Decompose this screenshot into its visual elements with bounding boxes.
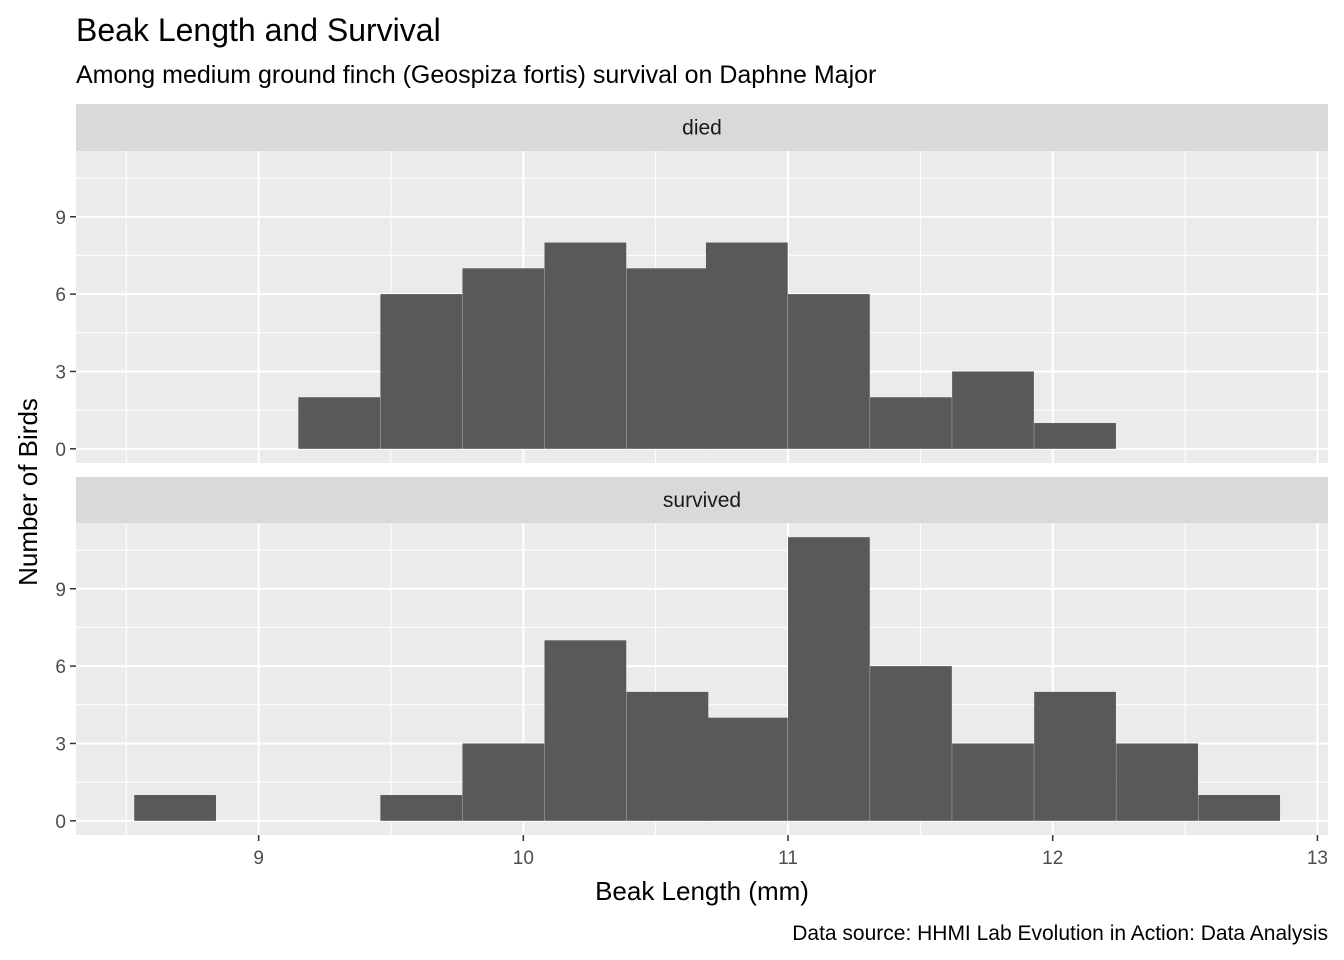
facet-strip-label: survived — [663, 489, 741, 512]
x-axis-title: Beak Length (mm) — [595, 876, 809, 906]
facet-strip — [76, 104, 1328, 151]
x-tick-label: 10 — [513, 848, 534, 869]
chart-caption: Data source: HHMI Lab Evolution in Actio… — [792, 922, 1328, 945]
x-axis: 9 10 11 12 13 — [253, 835, 1328, 869]
histogram-bar — [1116, 743, 1198, 821]
histogram-bar — [788, 294, 870, 449]
histogram-bar — [952, 371, 1034, 449]
histogram-bar — [1198, 795, 1281, 821]
histogram-bar — [870, 666, 952, 821]
histogram-bar — [788, 537, 870, 821]
histogram-bar — [298, 397, 381, 449]
chart-title: Beak Length and Survival — [76, 12, 441, 48]
facet-panels: died 0 3 6 9 survived 0 3 6 9 — [55, 104, 1328, 835]
histogram-bar — [1034, 691, 1116, 821]
y-tick-label: 3 — [55, 362, 66, 383]
histogram-bar — [952, 743, 1034, 821]
y-tick-label: 6 — [55, 657, 66, 678]
histogram-bar — [134, 795, 216, 821]
histogram-bar — [705, 242, 788, 449]
x-tick-label: 11 — [778, 848, 798, 869]
histogram-bar — [380, 795, 463, 821]
histogram-bar — [1034, 423, 1116, 449]
y-tick-label: 3 — [55, 734, 66, 755]
facet-strip — [76, 477, 1328, 523]
x-tick-label: 13 — [1307, 848, 1328, 869]
histogram-bar — [626, 691, 709, 821]
x-tick-label: 9 — [253, 848, 264, 869]
histogram-bar — [544, 640, 627, 821]
y-tick-label: 0 — [55, 440, 66, 461]
y-axis-title: Number of Birds — [13, 398, 43, 586]
x-tick-label: 12 — [1042, 848, 1063, 869]
histogram-bar — [705, 717, 788, 821]
y-tick-label: 6 — [55, 285, 66, 306]
chart-subtitle: Among medium ground finch (Geospiza fort… — [76, 61, 876, 89]
histogram-bar — [544, 242, 627, 449]
histogram-bar — [462, 743, 545, 821]
y-tick-label: 9 — [55, 580, 66, 601]
histogram-bar — [462, 268, 545, 449]
y-tick-label: 9 — [55, 208, 66, 229]
histogram-bar — [626, 268, 709, 449]
histogram-bar — [380, 294, 463, 449]
facet-panel-died: died 0 3 6 9 — [55, 104, 1328, 463]
facet-panel-survived: survived 0 3 6 9 — [55, 477, 1328, 835]
histogram-bar — [870, 397, 952, 449]
y-tick-label: 0 — [55, 812, 66, 833]
facet-strip-label: died — [682, 117, 722, 140]
